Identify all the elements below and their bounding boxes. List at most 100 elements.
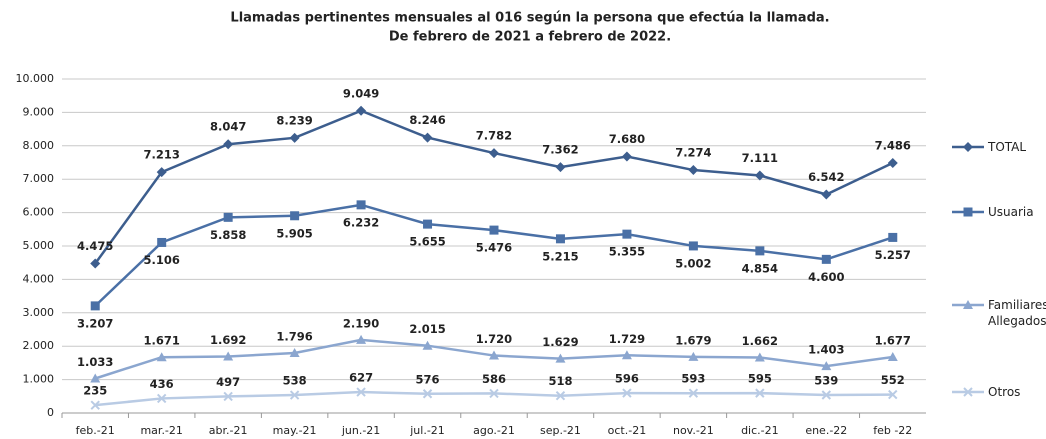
value-label: 1.671 bbox=[143, 334, 179, 348]
value-label: 593 bbox=[681, 372, 705, 386]
value-label: 518 bbox=[548, 374, 572, 388]
y-tick-label: 7.000 bbox=[23, 172, 55, 185]
point-marker bbox=[688, 351, 699, 361]
x-tick-label: dic.-21 bbox=[741, 424, 779, 437]
point-marker bbox=[888, 389, 898, 400]
value-label: 6.542 bbox=[808, 170, 844, 184]
legend-marker bbox=[963, 207, 973, 217]
point-marker bbox=[755, 388, 765, 398]
point-marker bbox=[688, 241, 698, 251]
y-tick-label: 5.000 bbox=[23, 239, 55, 252]
legend-label: TOTAL bbox=[988, 140, 1027, 154]
chart-subtitle: De febrero de 2021 a febrero de 2022. bbox=[389, 30, 671, 45]
value-label: 8.239 bbox=[276, 113, 312, 127]
point-marker bbox=[821, 390, 832, 400]
x-tick-label: feb -22 bbox=[873, 424, 912, 437]
value-label: 1.720 bbox=[476, 332, 512, 346]
point-marker bbox=[621, 151, 632, 162]
point-marker bbox=[356, 334, 367, 344]
value-label: 1.629 bbox=[542, 335, 578, 349]
value-label: 2.015 bbox=[409, 322, 445, 336]
value-label: 5.905 bbox=[276, 226, 312, 240]
point-marker bbox=[156, 393, 167, 404]
value-label: 9.049 bbox=[343, 86, 379, 100]
y-tick-label: 0 bbox=[47, 406, 54, 419]
point-marker bbox=[489, 148, 499, 159]
point-marker bbox=[821, 189, 832, 200]
point-marker bbox=[887, 351, 898, 361]
value-label: 1.677 bbox=[875, 333, 911, 347]
value-label: 1.729 bbox=[609, 332, 645, 346]
point-marker bbox=[489, 388, 499, 399]
point-marker bbox=[223, 351, 234, 361]
point-marker bbox=[90, 258, 101, 269]
value-label: 5.355 bbox=[609, 245, 645, 259]
point-marker bbox=[887, 157, 898, 168]
point-marker bbox=[555, 162, 566, 173]
point-marker bbox=[223, 391, 233, 402]
value-label: 2.190 bbox=[343, 316, 379, 330]
value-label: 7.362 bbox=[542, 143, 578, 157]
y-tick-label: 1.000 bbox=[23, 373, 55, 386]
point-marker bbox=[555, 234, 565, 244]
y-tick-label: 2.000 bbox=[23, 339, 55, 352]
point-marker bbox=[223, 212, 233, 222]
value-label: 5.655 bbox=[409, 235, 445, 249]
value-label: 5.002 bbox=[675, 256, 711, 270]
value-label: 5.257 bbox=[875, 248, 911, 262]
value-label: 7.680 bbox=[609, 132, 645, 146]
x-tick-label: jul.-21 bbox=[409, 424, 445, 437]
point-marker bbox=[223, 139, 234, 150]
point-marker bbox=[422, 132, 433, 143]
point-marker bbox=[356, 200, 366, 210]
point-marker bbox=[821, 361, 832, 371]
point-marker bbox=[621, 350, 632, 360]
value-label: 552 bbox=[881, 373, 905, 387]
x-tick-label: nov.-21 bbox=[673, 424, 714, 437]
legend-marker bbox=[963, 300, 973, 309]
value-label: 1.033 bbox=[77, 355, 113, 369]
point-marker bbox=[755, 246, 765, 256]
value-label: 5.215 bbox=[542, 249, 578, 263]
point-marker bbox=[688, 388, 699, 398]
x-tick-label: jun.-21 bbox=[341, 424, 380, 437]
point-marker bbox=[289, 390, 300, 400]
point-marker bbox=[422, 389, 433, 399]
y-tick-label: 8.000 bbox=[23, 139, 55, 152]
legend-marker bbox=[963, 142, 973, 152]
point-marker bbox=[622, 388, 632, 398]
value-label: 4.475 bbox=[77, 239, 113, 253]
value-label: 539 bbox=[814, 373, 838, 387]
point-marker bbox=[90, 400, 100, 410]
x-tick-label: may.-21 bbox=[273, 424, 317, 437]
value-label: 7.111 bbox=[742, 151, 778, 165]
point-marker bbox=[289, 348, 300, 358]
x-tick-label: ago.-21 bbox=[473, 424, 515, 437]
point-marker bbox=[356, 105, 367, 116]
value-label: 8.047 bbox=[210, 120, 246, 134]
y-tick-label: 4.000 bbox=[23, 272, 55, 285]
point-marker bbox=[156, 352, 167, 362]
x-tick-label: mar.-21 bbox=[140, 424, 182, 437]
value-label: 538 bbox=[283, 374, 307, 388]
point-marker bbox=[888, 232, 898, 242]
value-label: 7.213 bbox=[143, 148, 179, 162]
value-label: 596 bbox=[615, 372, 639, 386]
value-label: 5.476 bbox=[476, 241, 512, 255]
point-marker bbox=[289, 132, 300, 143]
value-label: 4.600 bbox=[808, 270, 844, 284]
value-label: 1.662 bbox=[742, 334, 778, 348]
point-marker bbox=[622, 229, 632, 239]
legend-label: Usuaria bbox=[988, 205, 1034, 219]
legend-marker bbox=[963, 387, 973, 397]
point-marker bbox=[290, 211, 300, 221]
value-label: 497 bbox=[216, 375, 240, 389]
value-label: 6.232 bbox=[343, 215, 379, 229]
chart-title: Llamadas pertinentes mensuales al 016 se… bbox=[230, 11, 829, 26]
point-marker bbox=[688, 165, 699, 176]
value-label: 436 bbox=[150, 377, 174, 391]
x-tick-label: feb.-21 bbox=[76, 424, 115, 437]
point-marker bbox=[555, 353, 566, 363]
